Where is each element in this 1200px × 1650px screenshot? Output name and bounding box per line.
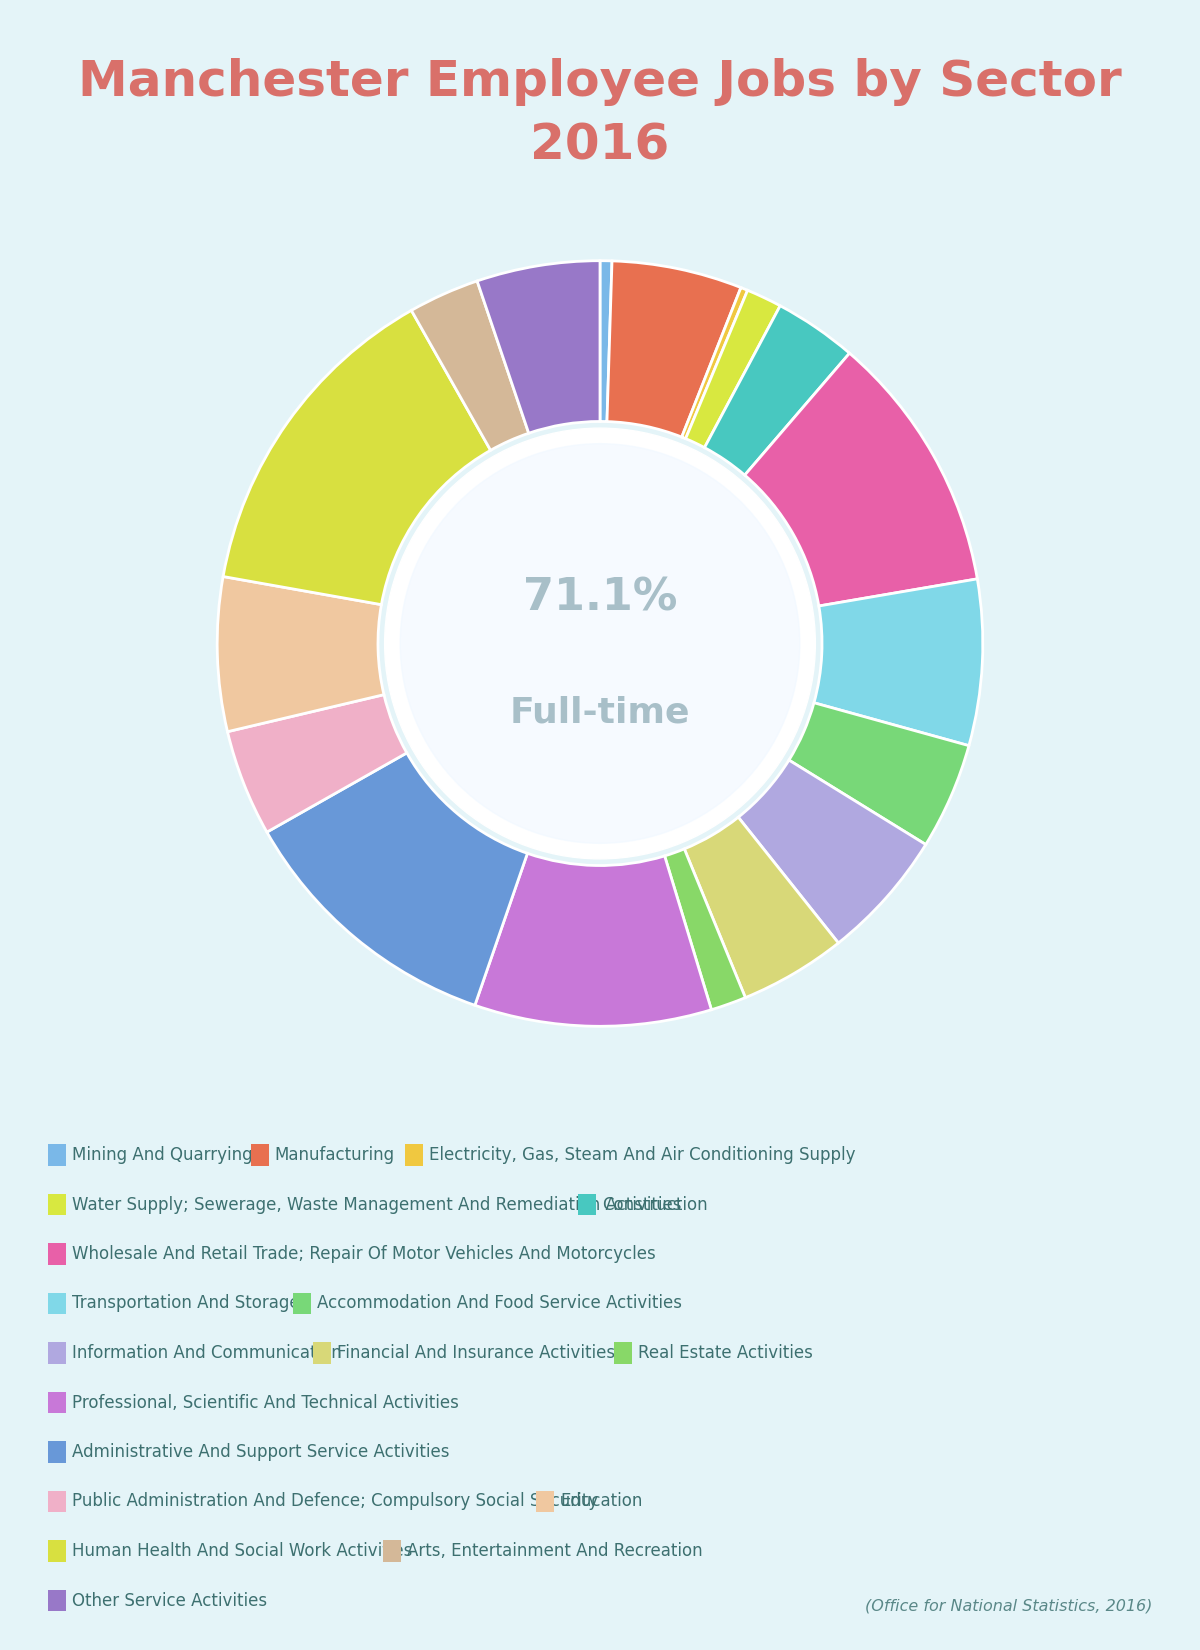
Text: Wholesale And Retail Trade; Repair Of Motor Vehicles And Motorcycles: Wholesale And Retail Trade; Repair Of Mo… [72,1246,655,1262]
Text: Water Supply; Sewerage, Waste Management And Remediation Activities: Water Supply; Sewerage, Waste Management… [72,1196,682,1213]
Wedge shape [475,853,712,1026]
Text: 2016: 2016 [530,120,670,170]
Wedge shape [607,261,740,437]
Wedge shape [600,261,612,422]
Text: Manufacturing: Manufacturing [275,1147,395,1163]
Text: Administrative And Support Service Activities: Administrative And Support Service Activ… [72,1444,450,1460]
Wedge shape [814,579,983,746]
Wedge shape [745,353,977,606]
Text: Other Service Activities: Other Service Activities [72,1592,268,1609]
Text: Education: Education [560,1493,642,1510]
Text: Full-time: Full-time [510,695,690,729]
Text: Human Health And Social Work Activities: Human Health And Social Work Activities [72,1543,413,1559]
Wedge shape [685,290,780,447]
Wedge shape [223,310,491,604]
Text: Mining And Quarrying: Mining And Quarrying [72,1147,253,1163]
Circle shape [385,427,815,860]
Wedge shape [788,703,968,845]
Wedge shape [228,695,407,832]
Text: Information And Communication: Information And Communication [72,1345,342,1361]
Text: Accommodation And Food Service Activities: Accommodation And Food Service Activitie… [317,1295,682,1312]
Wedge shape [665,848,745,1010]
Wedge shape [217,576,384,731]
Text: Electricity, Gas, Steam And Air Conditioning Supply: Electricity, Gas, Steam And Air Conditio… [428,1147,856,1163]
Text: Financial And Insurance Activities: Financial And Insurance Activities [337,1345,616,1361]
Wedge shape [738,761,925,944]
Text: Professional, Scientific And Technical Activities: Professional, Scientific And Technical A… [72,1394,458,1411]
Circle shape [400,444,800,843]
Wedge shape [412,280,529,450]
Text: Transportation And Storage: Transportation And Storage [72,1295,300,1312]
Text: Construction: Construction [602,1196,708,1213]
Text: 71.1%: 71.1% [523,576,677,619]
Text: Public Administration And Defence; Compulsory Social Security: Public Administration And Defence; Compu… [72,1493,598,1510]
Text: Arts, Entertainment And Recreation: Arts, Entertainment And Recreation [407,1543,703,1559]
Wedge shape [682,287,748,439]
Text: Manchester Employee Jobs by Sector: Manchester Employee Jobs by Sector [78,58,1122,107]
Text: Real Estate Activities: Real Estate Activities [637,1345,812,1361]
Wedge shape [704,305,850,475]
Wedge shape [478,261,600,434]
Wedge shape [266,752,528,1005]
Text: (Office for National Statistics, 2016): (Office for National Statistics, 2016) [865,1599,1152,1614]
Wedge shape [684,817,839,998]
